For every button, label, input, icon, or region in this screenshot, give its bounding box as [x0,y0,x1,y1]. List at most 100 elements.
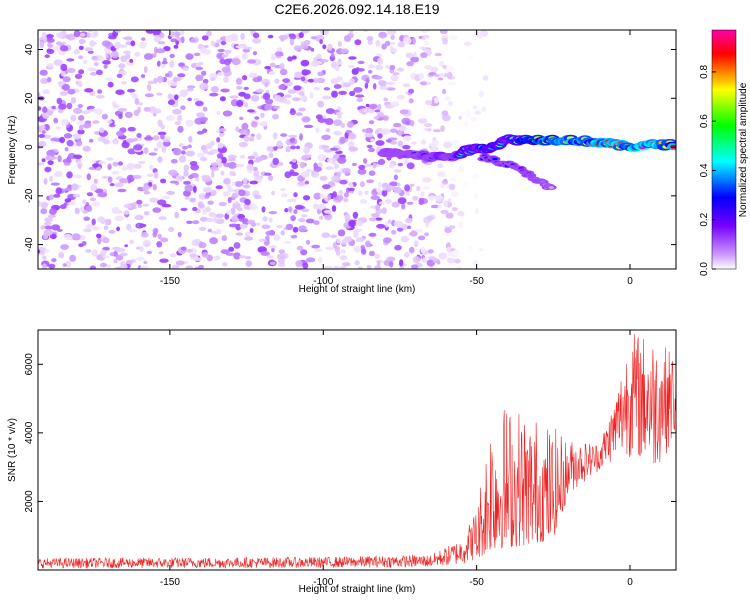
spectrogram-cell [268,211,278,215]
spectrogram-cell [129,239,135,245]
spectrogram-cell [472,260,479,267]
spectrogram-cell [389,65,396,70]
spectrogram-cell [299,133,303,141]
spectrogram-cell [443,178,448,183]
spectrogram-cell [291,97,301,102]
spectrogram-cell [247,155,256,160]
spectrogram-cell [466,110,471,118]
spectrogram-cell [377,181,382,187]
spectrogram-cell [240,32,245,40]
spectrogram-cell [295,260,303,268]
spectrogram-cell [143,66,148,74]
spectrogram-cell [243,86,249,91]
spectrogram-cell [447,198,452,203]
spectrogram-cell [142,184,150,192]
x-tick-label: -100 [313,577,333,588]
spectrogram-cell [216,153,224,159]
spectrogram-cell [182,145,188,150]
spectrogram-cell [231,192,239,199]
spectrogram-cell [383,237,392,244]
spectrogram-cell [46,48,55,55]
spectrogram-cell [93,108,103,115]
spectrogram-cell [405,191,410,197]
spectrogram-cell [202,78,209,84]
spectrogram-cell [330,52,335,58]
spectrogram-cell [247,219,256,225]
spectrogram-cell [78,115,85,121]
spectrogram-cell [439,60,444,67]
spectrogram-cell [189,161,198,166]
spectrogram-cell [87,30,95,33]
spectrogram-cell [334,163,340,169]
spectrogram-cell [76,140,83,147]
spectrogram-cell [397,162,404,167]
spectrogram-cell [111,206,120,214]
spectrogram-cell [331,175,340,182]
spectrogram-cell [115,89,125,95]
spectrogram-cell [284,241,292,244]
spectrogram-cell [368,232,377,237]
spectrogram-cell [397,182,401,187]
spectrogram-cell [157,131,167,136]
spectrogram-cell [434,97,439,104]
spectrogram-cell [247,109,255,113]
spectrogram-cell [344,131,349,139]
spectrogram-cell [287,89,297,94]
spectrogram-cell [402,135,412,142]
spectrogram-cell [183,180,191,185]
spectrogram-cell [264,65,272,70]
spectrogram-cell [190,37,199,43]
spectrogram-cell [41,158,46,163]
spectrogram-cell [124,111,133,119]
spectrogram-cell [290,234,298,239]
spectrogram-cell [189,253,197,258]
spectrogram-cell [119,70,128,76]
spectrogram-cell [216,39,222,44]
spectrogram-cell [354,260,360,266]
spectrogram-cell [282,78,291,83]
spectrogram-cell [120,263,128,269]
spectrogram-cell [38,140,47,148]
spectrogram-cell [98,56,104,62]
spectrogram-cell [321,95,332,100]
spectrogram-cell [393,174,399,181]
spectrogram-cell [403,251,410,258]
spectrogram-cell [238,141,248,148]
x-tick-label: 0 [627,276,633,287]
spectrogram-cell [63,187,72,192]
spectrogram-cell [324,213,333,221]
spectrogram-cell [217,142,224,149]
spectrogram-cell [147,84,152,92]
spectrogram-cell [202,128,208,133]
spectrogram-cell [349,90,356,97]
spectrogram-cell [319,30,330,36]
spectrogram-cell [99,262,108,268]
spectrogram-cell [78,45,84,51]
spectrogram-cell [144,243,150,248]
spectrogram-cell [234,181,244,187]
spectrogram-cell [235,45,245,49]
spectrogram-cell [454,258,461,264]
spectrogram-cell [55,126,61,130]
spectrogram-cell [169,60,175,68]
spectrogram-cell [172,77,182,82]
spectrogram-cell [393,188,402,194]
spectrogram-cell [238,218,246,222]
spectrogram-cell [450,139,460,144]
spectrogram-cell [420,139,427,145]
spectrogram-cell [126,174,135,183]
spectrogram-cell [336,59,342,66]
spectrogram-cell [51,105,56,110]
spectrogram-cell [421,36,426,40]
spectrogram-cell [103,139,110,145]
spectrogram-cell [139,245,144,253]
spectrogram-cell [62,76,71,83]
spectrogram-cell [76,121,85,126]
spectrogram-cell [47,160,54,166]
spectrogram-cell [72,174,83,179]
spectrogram-cell [262,216,268,222]
spectrogram-cell [437,204,442,209]
spectrogram-cell [418,72,425,80]
spectrogram-cell [385,139,392,143]
spectrogram-cell [126,138,135,144]
